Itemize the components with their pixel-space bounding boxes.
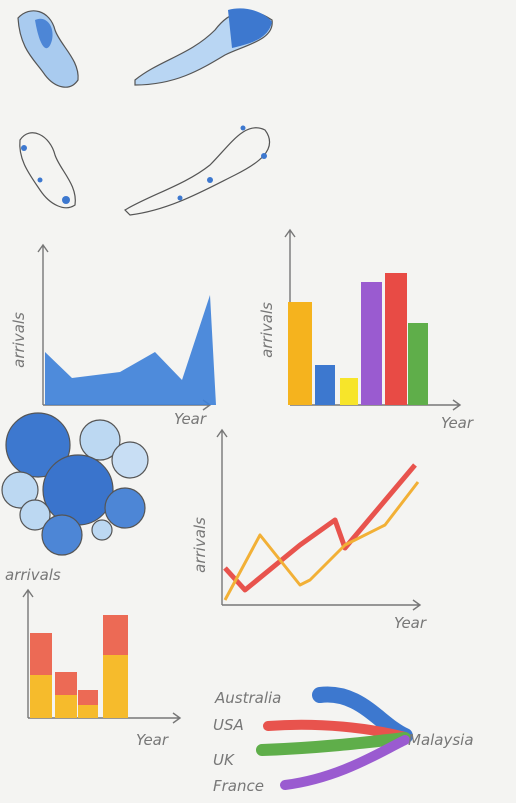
x-axis-label: Year [136,731,169,749]
bubble [111,441,149,479]
bubble-cluster [1,412,149,556]
bubble [1,471,39,509]
y-axis-label: arrivals [10,312,28,368]
map-shade [228,8,272,49]
stack-sketch [78,705,98,718]
bar-sketch [315,365,335,405]
stack-sketch [55,695,77,718]
bubble [91,519,113,541]
map-dot [37,177,43,183]
bar-sketch [340,378,358,405]
bar-sketch [408,323,428,405]
stack-sketch [103,615,128,655]
flow-sketch [256,732,411,756]
map-dot [21,145,27,151]
stack-sketch [103,655,128,718]
stack-sketch [30,675,52,718]
map-filled-left [17,10,79,88]
flow-source-label: UK [213,751,235,769]
bubble [41,514,83,556]
stack-sketch [55,672,77,695]
x-axis-label: Year [441,414,474,432]
flow-target-label: Malaysia [408,731,474,749]
map-shade [35,18,53,49]
axes [37,243,212,411]
bar-sketch [385,273,407,405]
y-axis-label: arrivals [258,302,276,358]
line-sketch [223,481,420,601]
map-dot [261,153,267,159]
map-dot [207,177,213,183]
bubble [79,419,121,461]
bubble [19,499,51,531]
x-axis-label: Year [174,410,207,428]
map-outline-right [124,127,271,216]
y-axis-label: arrivals [191,517,209,573]
bar-sketch [361,282,382,405]
flow-source-label: France [213,777,264,795]
stack-sketch [78,690,98,705]
map-outline-left [19,132,76,209]
bubble [42,454,114,526]
area-shape [45,295,216,405]
map-dot [177,195,183,201]
y-axis-label: arrivals [5,566,61,584]
x-axis-label: Year [394,614,427,632]
flow-source-label: USA [213,716,244,734]
bubble [5,412,71,478]
flow-source-label: Australia [214,689,281,707]
map-dot [240,125,246,131]
bubble [104,487,146,529]
axes [22,588,182,724]
map-dot [62,196,70,204]
flow-sketch [280,735,410,790]
line-sketch [223,463,417,593]
axes [216,428,422,611]
bar-sketch [288,302,312,405]
stack-sketch [30,633,52,675]
